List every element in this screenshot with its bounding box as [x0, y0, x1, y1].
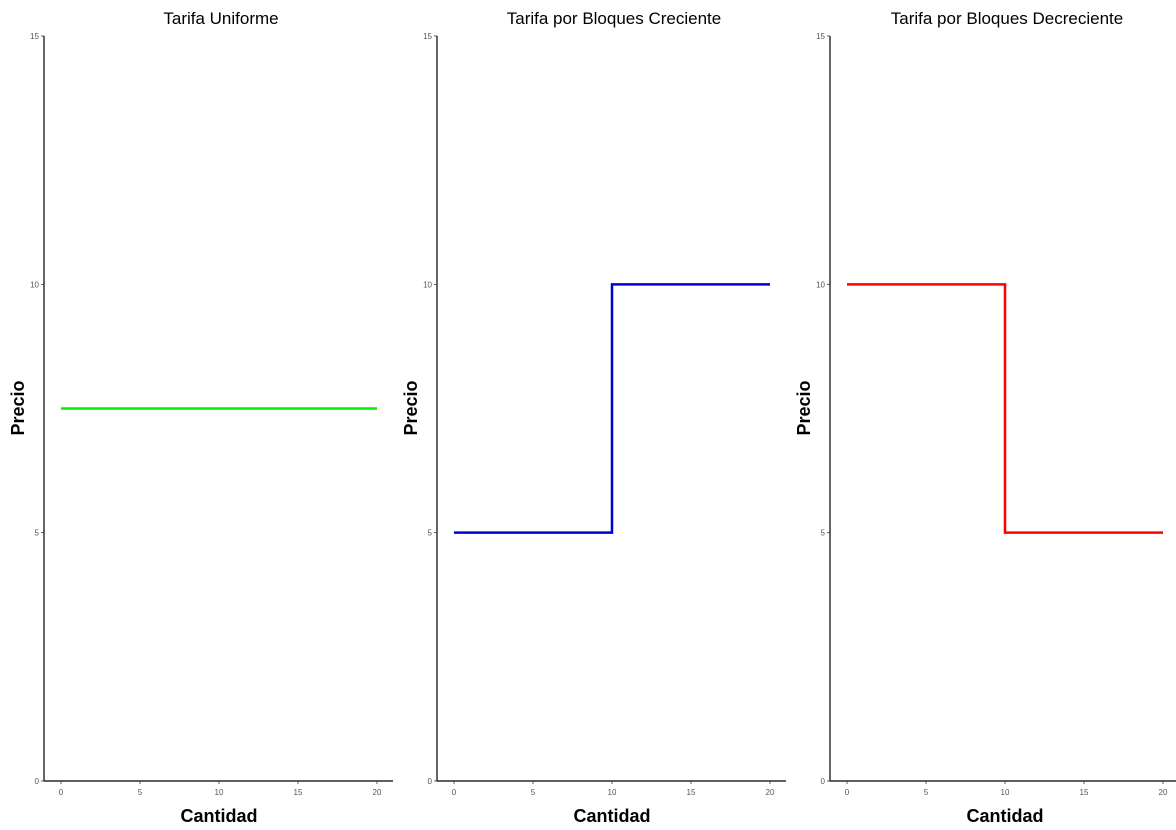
y-axis-title: Precio: [401, 380, 421, 435]
chart-title: Tarifa por Bloques Decreciente: [891, 9, 1123, 28]
y-tick-label: 0: [821, 777, 826, 786]
y-tick-label: 15: [423, 32, 432, 41]
x-tick-label: 5: [924, 788, 929, 797]
chart-panel-1: Tarifa Uniforme 0 5 10 15 0 5 10 15 20 Cantidad Pre…: [8, 9, 393, 826]
y-tick-label: 0: [428, 777, 433, 786]
y-tick-label: 10: [816, 280, 825, 289]
x-tick-label: 5: [531, 788, 536, 797]
y-axis-title: Precio: [794, 380, 814, 435]
x-tick-label: 15: [1080, 788, 1089, 797]
chart-panel-3: Tarifa por Bloques Decreciente 0 5 10 15 0 5 10…: [794, 9, 1176, 826]
y-tick-label: 5: [35, 529, 40, 538]
x-tick-label: 10: [1001, 788, 1010, 797]
y-tick-label: 10: [423, 280, 432, 289]
x-tick-label: 5: [138, 788, 143, 797]
y-axis-title: Precio: [8, 380, 28, 435]
x-tick-label: 0: [845, 788, 850, 797]
x-tick-label: 15: [687, 788, 696, 797]
y-tick-label: 5: [428, 529, 433, 538]
y-tick-label: 15: [816, 32, 825, 41]
x-tick-label: 0: [59, 788, 64, 797]
y-tick-label: 10: [30, 280, 39, 289]
x-tick-label: 20: [766, 788, 775, 797]
x-axis-title: Cantidad: [966, 806, 1043, 826]
x-axis-title: Cantidad: [573, 806, 650, 826]
y-tick-label: 5: [821, 529, 826, 538]
series-line-1: [847, 283, 1163, 534]
x-tick-label: 10: [215, 788, 224, 797]
x-tick-label: 20: [373, 788, 382, 797]
x-tick-label: 10: [608, 788, 617, 797]
chart-title: Tarifa por Bloques Creciente: [507, 9, 722, 28]
y-tick-label: 15: [30, 32, 39, 41]
chart-title: Tarifa Uniforme: [163, 9, 278, 28]
x-tick-label: 0: [452, 788, 457, 797]
x-tick-label: 15: [294, 788, 303, 797]
x-tick-label: 20: [1159, 788, 1168, 797]
y-tick-label: 0: [35, 777, 40, 786]
x-axis-title: Cantidad: [180, 806, 257, 826]
chart-panel-2: Tarifa por Bloques Creciente 0 5 10 15 0 5 10 15…: [401, 9, 786, 826]
series-line-1: [454, 283, 770, 534]
